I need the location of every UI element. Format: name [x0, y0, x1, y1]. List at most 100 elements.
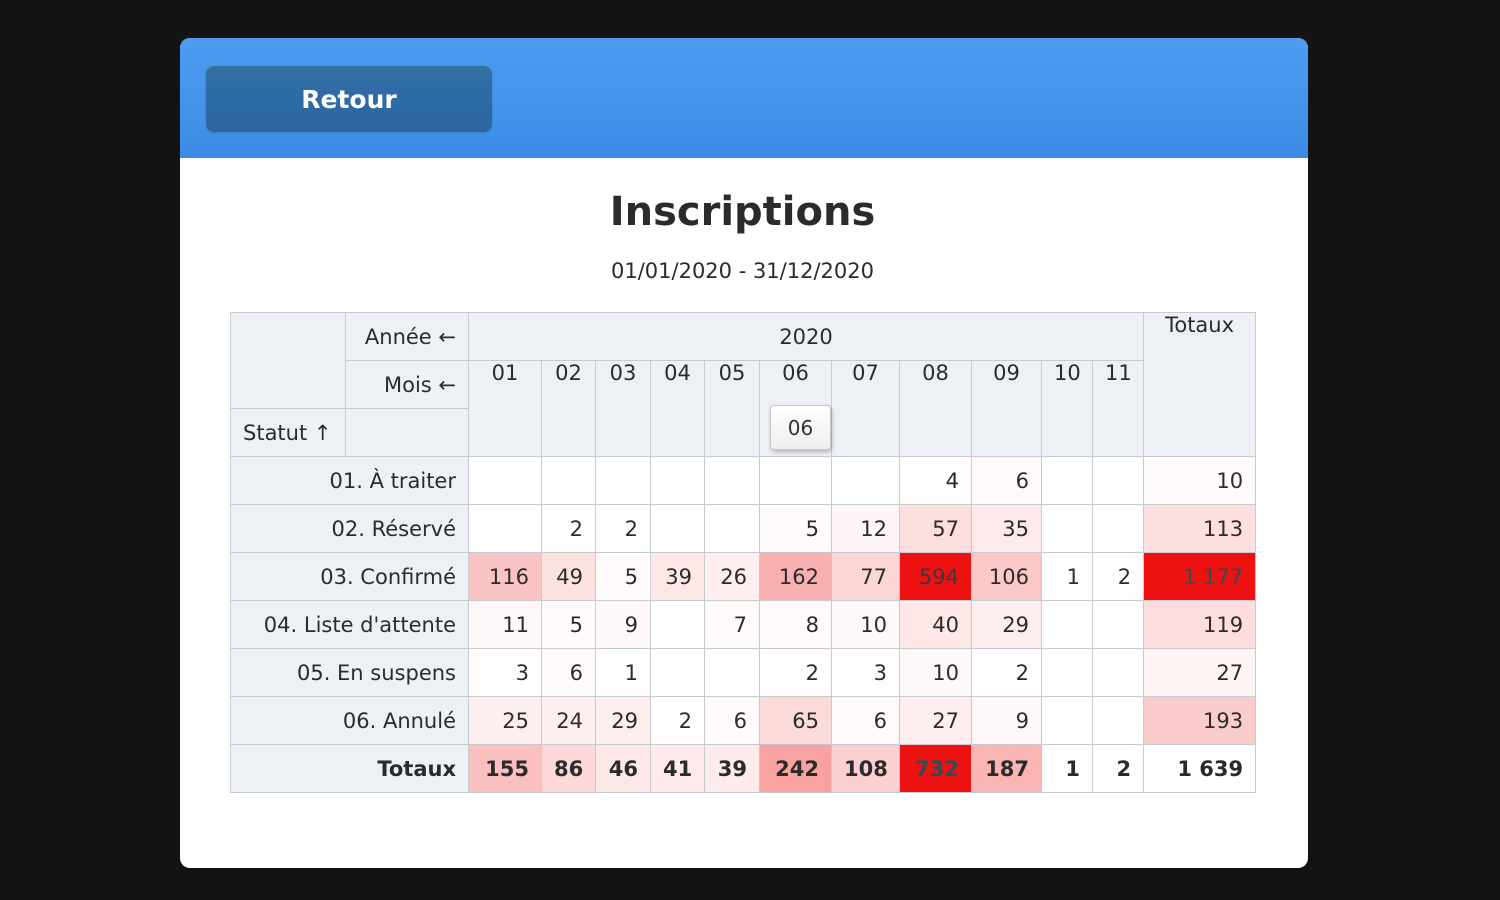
row-total-cell: 10 — [1143, 456, 1257, 505]
header-empty-cell — [345, 408, 469, 457]
data-cell: 9 — [595, 600, 651, 649]
data-cell — [1041, 456, 1093, 505]
data-cell: 24 — [541, 696, 596, 745]
month-header-10[interactable]: 10 — [1041, 360, 1093, 457]
row-label: 05. En suspens — [230, 648, 469, 697]
data-cell: 2 — [971, 648, 1042, 697]
data-cell: 6 — [541, 648, 596, 697]
table-row: 01. À traiter 4 6 10 — [230, 456, 1257, 505]
data-cell — [541, 456, 596, 505]
data-cell: 242 — [759, 744, 832, 793]
month-header-04[interactable]: 04 — [650, 360, 705, 457]
status-sort-header[interactable]: Statut ↑ — [230, 408, 346, 457]
data-cell: 49 — [541, 552, 596, 601]
data-cell: 2 — [1091, 552, 1145, 601]
data-cell: 27 — [899, 696, 972, 745]
data-cell — [1091, 504, 1145, 553]
table-row: 06. Annulé 25 24 29 2 6 65 6 27 9 193 — [230, 696, 1257, 745]
table-row: 02. Réservé 2 2 5 12 57 35 113 — [230, 504, 1257, 553]
data-cell — [650, 456, 705, 505]
month-header-11[interactable]: 11 — [1091, 360, 1145, 457]
data-cell: 41 — [650, 744, 705, 793]
month-header-07[interactable]: 07 — [831, 360, 900, 457]
data-cell: 155 — [468, 744, 542, 793]
data-cell — [704, 456, 760, 505]
data-cell — [1091, 696, 1145, 745]
row-total-cell: 1 177 — [1143, 552, 1257, 601]
data-cell: 57 — [899, 504, 972, 553]
data-cell: 86 — [541, 744, 596, 793]
data-cell — [1091, 456, 1145, 505]
data-cell: 11 — [468, 600, 542, 649]
main-card: Retour Inscriptions 01/01/2020 - 31/12/2… — [180, 38, 1308, 868]
data-cell — [1041, 648, 1093, 697]
data-cell: 6 — [704, 696, 760, 745]
data-cell: 732 — [899, 744, 972, 793]
data-cell: 187 — [971, 744, 1042, 793]
data-cell: 2 — [1091, 744, 1145, 793]
back-button[interactable]: Retour — [206, 66, 492, 132]
data-cell — [1091, 648, 1145, 697]
data-cell: 65 — [759, 696, 832, 745]
data-cell — [650, 504, 705, 553]
data-cell: 39 — [650, 552, 705, 601]
data-cell: 9 — [971, 696, 1042, 745]
data-cell: 25 — [468, 696, 542, 745]
header-bar: Retour — [180, 38, 1308, 158]
data-cell: 29 — [595, 696, 651, 745]
data-cell: 108 — [831, 744, 900, 793]
data-cell — [468, 456, 542, 505]
data-cell — [704, 648, 760, 697]
data-cell: 46 — [595, 744, 651, 793]
month-header-05[interactable]: 05 — [704, 360, 760, 457]
corner-cell — [230, 312, 346, 409]
data-cell: 6 — [831, 696, 900, 745]
data-cell: 2 — [650, 696, 705, 745]
data-cell: 10 — [831, 600, 900, 649]
row-label: 06. Annulé — [230, 696, 469, 745]
table-row: 03. Confirmé 116 49 5 39 26 162 77 594 106 1 2 1 177 — [230, 552, 1257, 601]
month-header-02[interactable]: 02 — [541, 360, 596, 457]
data-cell: 4 — [899, 456, 972, 505]
data-cell — [650, 600, 705, 649]
table-row: 04. Liste d'attente 11 5 9 7 8 10 40 29 119 — [230, 600, 1257, 649]
data-cell: 39 — [704, 744, 760, 793]
data-cell — [1091, 600, 1145, 649]
month-sort-header[interactable]: Mois ← — [345, 360, 469, 409]
data-cell: 1 — [1041, 744, 1093, 793]
row-total-cell: 113 — [1143, 504, 1257, 553]
row-label: 01. À traiter — [230, 456, 469, 505]
data-cell: 3 — [468, 648, 542, 697]
data-cell — [1041, 696, 1093, 745]
year-sort-header[interactable]: Année ← — [345, 312, 469, 361]
data-cell: 2 — [595, 504, 651, 553]
totals-column-header: Totaux — [1143, 312, 1257, 457]
data-cell: 12 — [831, 504, 900, 553]
data-cell: 26 — [704, 552, 760, 601]
data-cell: 2 — [541, 504, 596, 553]
table-wrapper: Année ← 2020 Totaux Mois ← 01 02 03 04 05 06 0… — [230, 312, 1257, 793]
month-header-03[interactable]: 03 — [595, 360, 651, 457]
data-cell: 3 — [831, 648, 900, 697]
data-cell: 5 — [541, 600, 596, 649]
data-cell: 77 — [831, 552, 900, 601]
month-header-09[interactable]: 09 — [971, 360, 1042, 457]
row-label: 02. Réservé — [230, 504, 469, 553]
data-cell: 116 — [468, 552, 542, 601]
year-value-header: 2020 — [467, 312, 1145, 361]
page-title: Inscriptions — [609, 189, 876, 235]
data-cell: 35 — [971, 504, 1042, 553]
data-cell: 6 — [971, 456, 1042, 505]
month-header-08[interactable]: 08 — [899, 360, 972, 457]
date-range: 01/01/2020 - 31/12/2020 — [610, 259, 874, 283]
data-cell: 2 — [759, 648, 832, 697]
data-cell: 40 — [899, 600, 972, 649]
inscriptions-table: Année ← 2020 Totaux Mois ← 01 02 03 04 05 06 0… — [230, 312, 1257, 793]
data-cell: 29 — [971, 600, 1042, 649]
row-label: 03. Confirmé — [230, 552, 469, 601]
month-header-01[interactable]: 01 — [468, 360, 542, 457]
data-cell — [1041, 600, 1093, 649]
data-cell: 1 — [595, 648, 651, 697]
row-label: 04. Liste d'attente — [230, 600, 469, 649]
data-cell: 5 — [595, 552, 651, 601]
